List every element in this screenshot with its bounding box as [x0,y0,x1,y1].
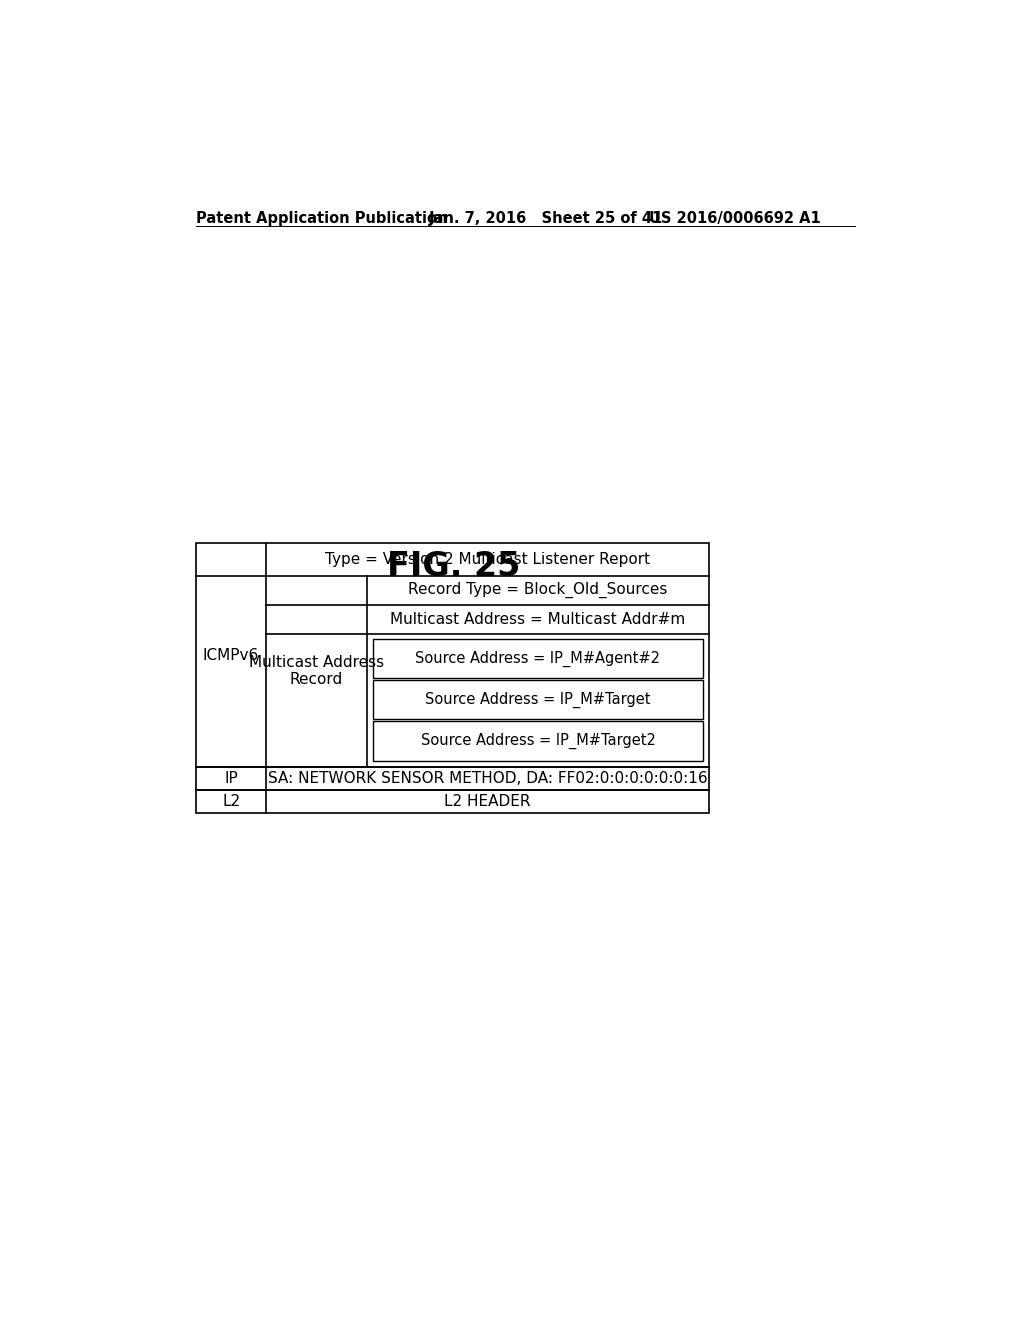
Text: Multicast Address
Record: Multicast Address Record [249,655,384,688]
Text: Multicast Address = Multicast Addr#m: Multicast Address = Multicast Addr#m [390,612,686,627]
Text: Source Address = IP_M#Agent#2: Source Address = IP_M#Agent#2 [416,651,660,667]
Text: Source Address = IP_M#Target: Source Address = IP_M#Target [425,692,650,708]
Text: FIG. 25: FIG. 25 [387,550,520,583]
Text: Record Type = Block_Old_Sources: Record Type = Block_Old_Sources [409,582,668,598]
Text: Source Address = IP_M#Target2: Source Address = IP_M#Target2 [421,733,655,748]
Text: SA: NETWORK SENSOR METHOD, DA: FF02:0:0:0:0:0:0:16: SA: NETWORK SENSOR METHOD, DA: FF02:0:0:… [268,771,708,785]
Text: L2: L2 [222,793,241,809]
Text: ICMPv6: ICMPv6 [203,648,259,663]
Text: Jan. 7, 2016   Sheet 25 of 41: Jan. 7, 2016 Sheet 25 of 41 [429,211,663,226]
Text: Patent Application Publication: Patent Application Publication [197,211,447,226]
Text: L2 HEADER: L2 HEADER [444,793,530,809]
Text: IP: IP [224,771,238,785]
Text: US 2016/0006692 A1: US 2016/0006692 A1 [649,211,820,226]
Text: Type = Version 2 Multicast Listener Report: Type = Version 2 Multicast Listener Repo… [325,552,650,568]
